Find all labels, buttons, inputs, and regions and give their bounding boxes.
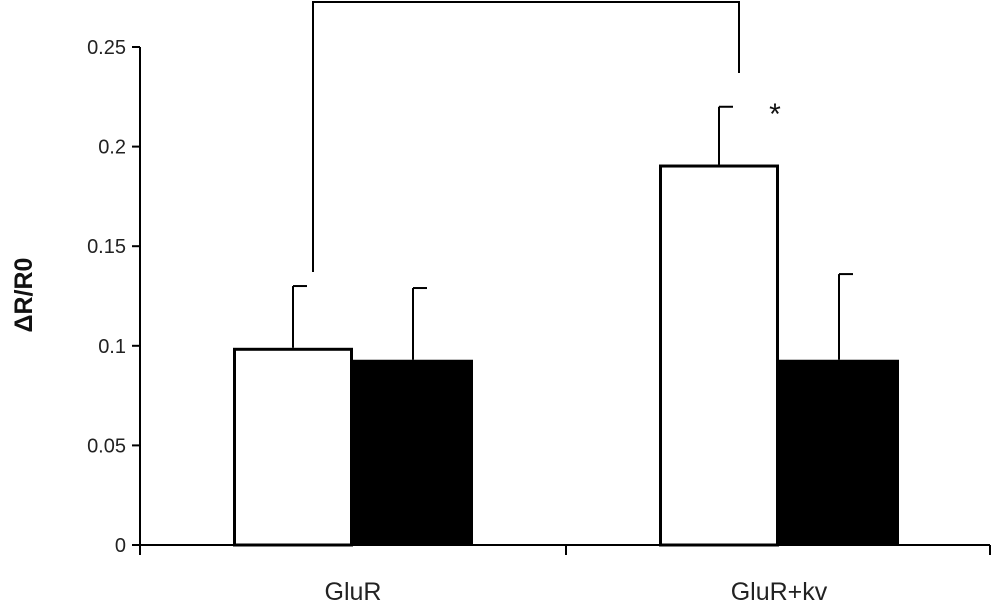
x-category-label: GluR [325,578,382,606]
y-axis-title: ΔR/R0 [10,258,38,333]
bar [659,164,779,547]
category-labels-layer: GluR GluR+kv [325,578,828,606]
y-tick-label: 0.25 [87,37,126,59]
error-bars-layer [292,105,853,360]
significance-asterisk: * [769,98,781,131]
x-category-label: GluR+kv [731,578,828,606]
bar [779,359,899,545]
significance-bracket [312,1,740,272]
y-tick-label: 0.1 [98,336,126,358]
bar [233,347,353,547]
y-tick-label: 0.05 [87,435,126,457]
annotations-layer: * [312,1,781,272]
bars-layer [233,164,899,547]
y-tick-label: 0.15 [87,236,126,258]
bar [353,359,473,545]
y-tick-label: 0 [115,535,126,557]
y-tick-label: 0.2 [98,137,126,159]
ticks-layer: 0 0.05 0.1 0.15 0.2 0.25 [87,37,991,557]
